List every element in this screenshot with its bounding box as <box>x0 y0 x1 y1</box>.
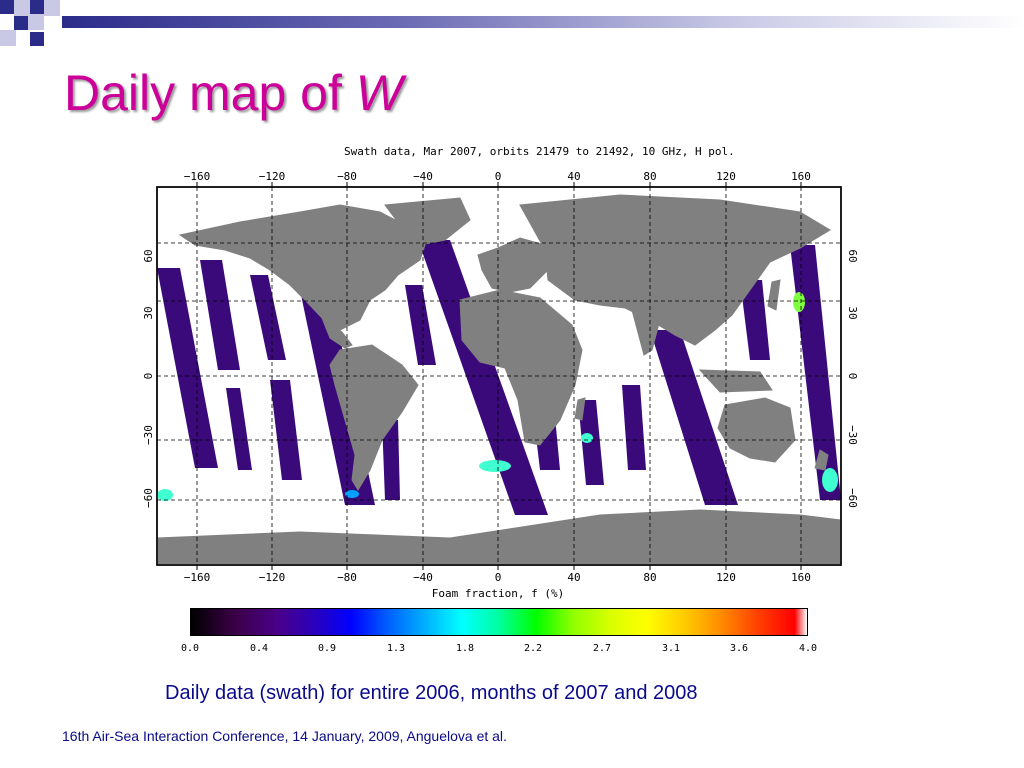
land-japan <box>767 279 781 311</box>
swath-highlight <box>793 292 805 312</box>
x-tick-labels-top: −160 −120 −80 −40 0 40 80 120 160 <box>184 170 811 183</box>
y-tick-label: 0 <box>142 373 155 380</box>
x-tick-label: 160 <box>791 571 811 584</box>
x-tick-label: 0 <box>495 170 502 183</box>
y-tick-labels-left: 60 30 0 −30 −60 <box>142 249 155 508</box>
colorbar-label: 4.0 <box>798 643 818 654</box>
x-tick-label: 40 <box>567 170 580 183</box>
swath-highlight <box>822 468 838 492</box>
page-title: Daily map of W <box>64 64 403 122</box>
swath <box>226 388 252 470</box>
land-australia <box>717 397 796 463</box>
colorbar-label: 1.8 <box>455 643 475 654</box>
swath-highlight <box>345 490 359 498</box>
x-tick-label: −40 <box>413 571 433 584</box>
colorbar-label: 0.4 <box>249 643 269 654</box>
y-tick-label: −30 <box>142 425 155 445</box>
y-tick-label: −60 <box>846 488 859 508</box>
swath <box>418 240 548 515</box>
y-tick-label: 30 <box>846 306 859 319</box>
swath <box>157 268 218 468</box>
y-tick-label: 30 <box>142 306 155 319</box>
x-tick-label: −160 <box>184 571 211 584</box>
x-tick-label: −40 <box>413 170 433 183</box>
graticule <box>157 187 841 565</box>
land-layer <box>157 194 841 565</box>
swath <box>270 380 302 480</box>
land-new-zealand <box>814 449 829 471</box>
land-africa <box>459 289 583 446</box>
corner-decoration <box>0 0 60 46</box>
x-tick-label: 120 <box>716 170 736 183</box>
x-tick-label: −80 <box>337 571 357 584</box>
land-greenland <box>384 197 471 246</box>
y-tick-label: 60 <box>142 249 155 262</box>
x-tick-label: 80 <box>643 571 656 584</box>
x-tick-label: −80 <box>337 170 357 183</box>
slide-footer: 16th Air-Sea Interaction Conference, 14 … <box>62 728 507 744</box>
x-tick-label: −160 <box>184 170 211 183</box>
land-antarctica <box>157 509 841 565</box>
y-tick-labels-right: 60 30 0 −30 −60 <box>846 249 859 508</box>
swath <box>650 330 738 505</box>
x-axis-label: Foam fraction, f (%) <box>432 587 564 600</box>
colorbar-label: 0.9 <box>317 643 337 654</box>
swath <box>622 385 646 470</box>
colorbar <box>190 608 808 636</box>
y-tick-label: −60 <box>142 488 155 508</box>
colorbar-label: 2.2 <box>523 643 543 654</box>
x-tick-label: −120 <box>259 170 286 183</box>
x-tick-label: 40 <box>567 571 580 584</box>
swath-highlight <box>157 489 173 501</box>
land-asia <box>519 194 831 346</box>
land-madagascar <box>574 397 586 421</box>
land-india <box>631 309 663 356</box>
colorbar-label: 2.7 <box>592 643 612 654</box>
x-tick-label: −120 <box>259 571 286 584</box>
colorbar-label: 3.6 <box>729 643 749 654</box>
swath-highlight <box>581 433 593 443</box>
land-south-america <box>329 344 419 491</box>
swath <box>578 400 604 485</box>
colorbar-label: 3.1 <box>661 643 681 654</box>
tick-marks <box>196 182 802 570</box>
x-tick-labels-bottom: −160 −120 −80 −40 0 40 80 120 160 <box>184 571 811 584</box>
title-main: Daily map of <box>64 65 356 121</box>
land-indonesia <box>698 369 773 393</box>
swath <box>740 280 770 360</box>
swath-highlight <box>479 460 511 472</box>
swath <box>200 260 240 370</box>
y-tick-label: 60 <box>846 249 859 262</box>
land-north-america <box>178 204 426 331</box>
title-accent-bar <box>62 16 1024 28</box>
colorbar-label: 1.3 <box>386 643 406 654</box>
map-subtitle: Swath data, Mar 2007, orbits 21479 to 21… <box>344 145 735 158</box>
slide-caption: Daily data (swath) for entire 2006, mont… <box>165 682 698 704</box>
swath <box>250 275 286 360</box>
x-tick-label: 80 <box>643 170 656 183</box>
x-tick-label: 120 <box>716 571 736 584</box>
y-tick-label: 0 <box>846 373 859 380</box>
swath <box>405 285 436 365</box>
x-tick-label: 160 <box>791 170 811 183</box>
colorbar-label: 0.0 <box>180 643 200 654</box>
y-tick-label: −30 <box>846 425 859 445</box>
land-central-america <box>320 316 353 349</box>
x-tick-label: 0 <box>495 571 502 584</box>
title-italic: W <box>355 65 403 121</box>
